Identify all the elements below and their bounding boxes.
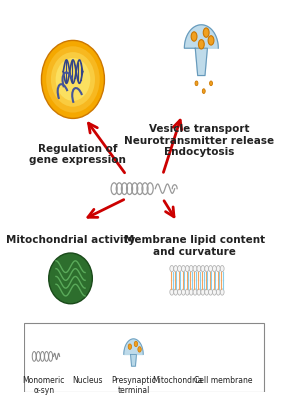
Ellipse shape — [49, 253, 92, 304]
Polygon shape — [124, 339, 143, 354]
FancyBboxPatch shape — [25, 323, 264, 392]
Circle shape — [199, 40, 204, 49]
Circle shape — [216, 289, 220, 295]
Circle shape — [223, 360, 227, 365]
Ellipse shape — [41, 40, 104, 118]
Circle shape — [201, 266, 205, 272]
Circle shape — [219, 340, 223, 346]
Circle shape — [205, 266, 209, 272]
Circle shape — [231, 360, 235, 365]
Circle shape — [212, 360, 215, 365]
Circle shape — [178, 266, 182, 272]
Circle shape — [195, 81, 198, 86]
Circle shape — [231, 340, 235, 346]
Circle shape — [227, 360, 231, 365]
Ellipse shape — [81, 345, 93, 360]
Circle shape — [216, 340, 219, 346]
Circle shape — [219, 360, 223, 365]
Ellipse shape — [78, 341, 97, 364]
Circle shape — [202, 89, 205, 94]
Ellipse shape — [77, 339, 98, 366]
Circle shape — [182, 289, 185, 295]
Circle shape — [209, 266, 212, 272]
Circle shape — [138, 347, 141, 352]
Circle shape — [197, 289, 201, 295]
Circle shape — [210, 81, 212, 86]
Circle shape — [208, 360, 211, 365]
Circle shape — [201, 289, 205, 295]
Circle shape — [170, 266, 174, 272]
Circle shape — [209, 289, 212, 295]
Circle shape — [185, 266, 189, 272]
Circle shape — [185, 289, 189, 295]
Circle shape — [178, 289, 182, 295]
Text: Mitochondria: Mitochondria — [152, 376, 202, 385]
Circle shape — [170, 289, 174, 295]
Text: Membrane lipid content
and curvature: Membrane lipid content and curvature — [124, 236, 265, 257]
Polygon shape — [131, 354, 136, 366]
Text: Presynaptic
terminal: Presynaptic terminal — [111, 376, 156, 395]
Circle shape — [227, 340, 231, 346]
Circle shape — [216, 266, 220, 272]
Circle shape — [174, 289, 178, 295]
Circle shape — [220, 289, 224, 295]
Circle shape — [182, 266, 185, 272]
Circle shape — [191, 32, 197, 41]
Circle shape — [189, 289, 193, 295]
Circle shape — [212, 266, 216, 272]
Circle shape — [189, 266, 193, 272]
Circle shape — [205, 289, 209, 295]
Circle shape — [212, 289, 216, 295]
Circle shape — [220, 266, 224, 272]
Ellipse shape — [51, 52, 95, 107]
Circle shape — [193, 289, 197, 295]
Circle shape — [174, 266, 178, 272]
Ellipse shape — [80, 343, 95, 362]
Circle shape — [128, 344, 132, 349]
Text: Vesicle transport
Neurotransmitter release
Endocytosis: Vesicle transport Neurotransmitter relea… — [124, 124, 274, 158]
Circle shape — [134, 341, 138, 347]
Circle shape — [197, 266, 201, 272]
Text: Mitochondrial activity: Mitochondrial activity — [6, 236, 135, 246]
Circle shape — [212, 340, 215, 346]
Text: Cell membrane: Cell membrane — [194, 376, 252, 385]
Circle shape — [208, 340, 211, 346]
Ellipse shape — [46, 46, 100, 112]
Circle shape — [223, 340, 227, 346]
Text: Monomeric
α-syn: Monomeric α-syn — [23, 376, 65, 395]
Circle shape — [216, 360, 219, 365]
Text: Nucleus: Nucleus — [72, 376, 103, 385]
Text: Regulation of
gene expression: Regulation of gene expression — [29, 144, 126, 165]
Circle shape — [203, 28, 209, 37]
Circle shape — [193, 266, 197, 272]
Polygon shape — [184, 25, 218, 76]
Ellipse shape — [56, 58, 90, 101]
Circle shape — [208, 36, 214, 45]
Ellipse shape — [163, 336, 191, 369]
